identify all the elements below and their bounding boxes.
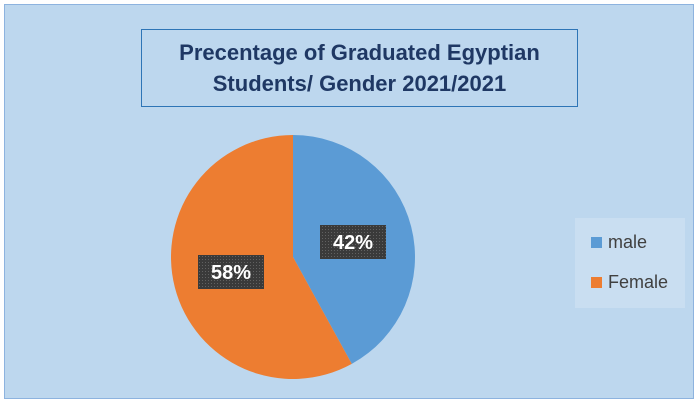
legend-swatch-male — [591, 236, 602, 248]
legend-swatch-female — [591, 276, 602, 288]
data-label-box-male — [320, 225, 386, 259]
chart-title: Precentage of Graduated Egyptian Student… — [179, 40, 540, 96]
data-label-box-female — [198, 255, 264, 289]
legend: male Female — [575, 218, 685, 308]
legend-item-male: male — [575, 229, 685, 255]
data-label-female: 58% — [211, 262, 251, 284]
data-label-male: 42% — [333, 232, 373, 254]
legend-label-female: Female — [608, 271, 669, 292]
chart-title-box: Precentage of Graduated Egyptian Student… — [141, 29, 578, 107]
legend-item-female: Female — [575, 269, 685, 295]
legend-label-male: male — [608, 231, 648, 252]
